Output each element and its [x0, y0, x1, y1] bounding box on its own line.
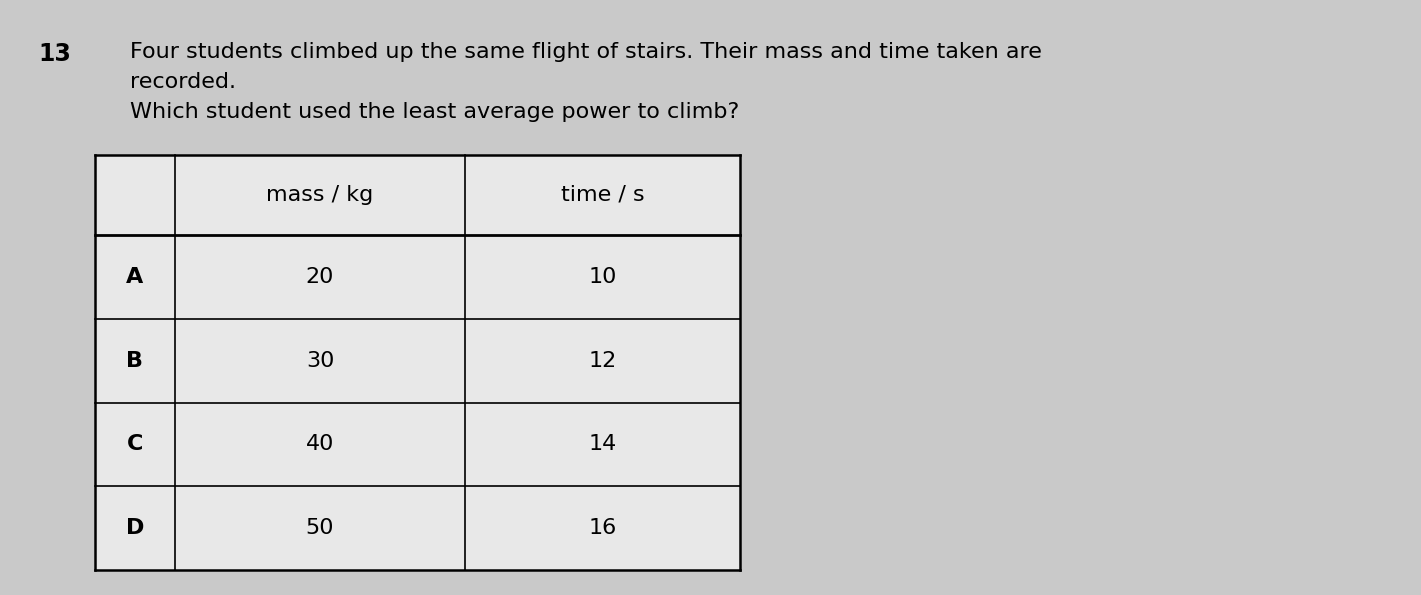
- Text: A: A: [126, 267, 144, 287]
- Text: 30: 30: [306, 350, 334, 371]
- Text: 16: 16: [588, 518, 617, 538]
- Text: 40: 40: [306, 434, 334, 455]
- Text: 50: 50: [306, 518, 334, 538]
- Text: mass / kg: mass / kg: [266, 185, 374, 205]
- Text: 13: 13: [38, 42, 71, 66]
- Text: Which student used the least average power to climb?: Which student used the least average pow…: [129, 102, 739, 122]
- Text: 20: 20: [306, 267, 334, 287]
- Text: 10: 10: [588, 267, 617, 287]
- Text: B: B: [126, 350, 144, 371]
- Text: 12: 12: [588, 350, 617, 371]
- Text: D: D: [126, 518, 144, 538]
- Text: time / s: time / s: [561, 185, 644, 205]
- Bar: [95, 155, 740, 570]
- Text: recorded.: recorded.: [129, 72, 236, 92]
- Text: C: C: [126, 434, 144, 455]
- Text: Four students climbed up the same flight of stairs. Their mass and time taken ar: Four students climbed up the same flight…: [129, 42, 1042, 62]
- Text: 14: 14: [588, 434, 617, 455]
